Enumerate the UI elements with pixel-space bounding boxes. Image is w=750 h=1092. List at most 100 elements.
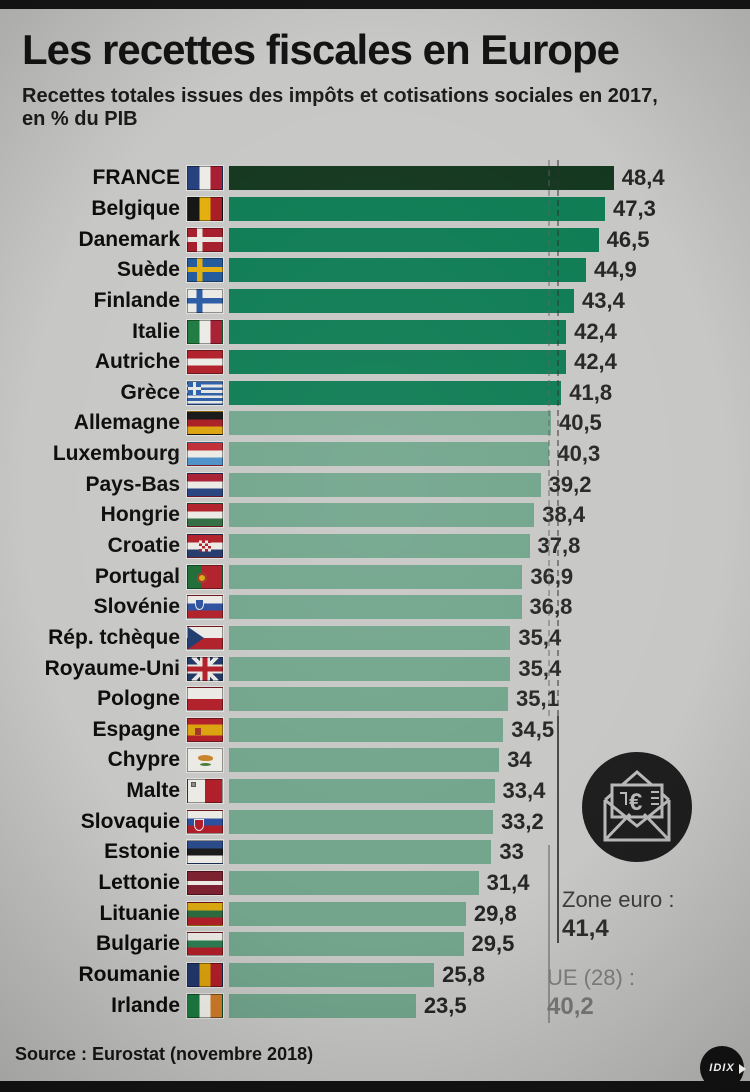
country-label: Finlande — [93, 288, 180, 312]
value-label: 48,4 — [621, 165, 665, 191]
flag-estonie-icon — [187, 840, 223, 865]
chart-row: Espagne 34,5 — [0, 715, 750, 746]
country-label: Pologne — [97, 687, 180, 711]
bar — [229, 809, 493, 834]
chart-row: Bulgarie 29,5 — [0, 929, 750, 960]
chart-row: Estonie 33 — [0, 837, 750, 868]
subtitle-line-2: en % du PIB — [22, 108, 138, 130]
idix-logo: IDIX — [700, 1046, 746, 1090]
country-label: Roumanie — [78, 962, 180, 986]
flag-pologne-icon — [187, 687, 223, 712]
value-label: 40,3 — [557, 441, 601, 467]
flag-pays-bas-icon — [187, 472, 223, 497]
bar — [229, 350, 567, 375]
value-label: 36,9 — [530, 563, 574, 589]
ue28-annotation: UE (28) : 40,2 — [547, 965, 635, 1021]
page-subtitle: Recettes totales issues des impôts et co… — [22, 85, 722, 131]
flag-lettonie-icon — [187, 871, 223, 896]
chart-row: Finlande 43,4 — [0, 286, 750, 317]
country-label: Irlande — [111, 993, 180, 1017]
bar — [229, 748, 500, 773]
flag-finlande-icon — [187, 288, 223, 313]
country-label: Luxembourg — [52, 442, 180, 466]
ue28-refline-dashed — [547, 160, 550, 716]
chart-row: Malte 33,4 — [0, 776, 750, 807]
flag-france-icon — [187, 166, 223, 191]
bar — [229, 227, 599, 252]
bottom-border — [0, 1081, 750, 1092]
chart-row: Suède 44,9 — [0, 255, 750, 286]
bar-chart: FRANCE 48,4 Belgique 47,3 Danemark 46,5 Suède 4… — [0, 163, 750, 1021]
flag-tcheque-icon — [187, 625, 223, 650]
value-label: 36,8 — [529, 594, 573, 620]
country-label: Autriche — [94, 350, 180, 374]
country-label: Italie — [132, 319, 180, 343]
chart-row: Italie 42,4 — [0, 316, 750, 347]
ue28-label: UE (28) : — [547, 965, 636, 990]
bar — [229, 871, 479, 896]
top-border — [0, 0, 750, 9]
flag-bulgarie-icon — [187, 932, 223, 957]
flag-lituanie-icon — [187, 901, 223, 926]
value-label: 35,4 — [518, 624, 562, 650]
country-label: Bulgarie — [95, 932, 180, 956]
flag-chypre-icon — [187, 748, 223, 773]
flag-autriche-icon — [187, 350, 223, 375]
flag-belgique-icon — [187, 196, 223, 221]
page-title: Les recettes fiscales en Europe — [22, 26, 620, 73]
value-label: 33 — [499, 839, 524, 865]
country-label: Malte — [126, 779, 180, 803]
country-label: Lituanie — [99, 901, 180, 925]
chart-row: Pologne 35,1 — [0, 684, 750, 715]
country-label: Danemark — [78, 227, 180, 251]
bar — [229, 840, 492, 865]
value-label: 33,4 — [502, 778, 546, 804]
bar — [229, 380, 562, 405]
chart-row: Hongrie 38,4 — [0, 500, 750, 531]
value-label: 46,5 — [606, 226, 650, 252]
chart-row: Portugal 36,9 — [0, 561, 750, 592]
chart-row: Belgique 47,3 — [0, 194, 750, 225]
bar — [229, 503, 535, 528]
country-label: Rép. tchèque — [48, 625, 180, 649]
ue28-value: 40,2 — [547, 993, 594, 1020]
country-label: Croatie — [107, 534, 180, 557]
flag-croatie-icon — [187, 534, 223, 558]
chart-row: Danemark 46,5 — [0, 224, 750, 255]
chart-row: Chypre 34 — [0, 745, 750, 776]
flag-slovaquie-icon — [187, 809, 223, 834]
chart-row: Rép. tchèque 35,4 — [0, 623, 750, 654]
chart-row: Lituanie 29,8 — [0, 898, 750, 929]
bar — [229, 687, 509, 712]
flag-espagne-icon — [187, 717, 223, 742]
subtitle-line-1: Recettes totales issues des impôts et co… — [22, 85, 658, 107]
ue28-refline-solid — [547, 845, 550, 1023]
country-label: Portugal — [94, 564, 180, 588]
bar — [229, 656, 511, 681]
bar — [229, 258, 586, 283]
country-label: Estonie — [104, 840, 180, 864]
country-label: Lettonie — [98, 871, 180, 895]
flag-slovenie-icon — [187, 595, 223, 620]
bar — [229, 288, 575, 313]
value-label: 42,4 — [574, 349, 617, 375]
bar — [229, 472, 541, 497]
flag-hongrie-icon — [187, 503, 223, 528]
country-label: Suède — [116, 258, 180, 282]
bar — [229, 534, 530, 558]
flag-portugal-icon — [187, 564, 223, 589]
country-label: Royaume-Uni — [44, 656, 180, 680]
country-label: Pays-Bas — [85, 472, 180, 496]
bar — [229, 625, 511, 650]
bar — [229, 595, 522, 620]
zone-euro-refline-dashed — [557, 160, 560, 716]
value-label: 43,4 — [582, 287, 625, 313]
country-label: Slovénie — [93, 595, 180, 619]
country-label: Hongrie — [100, 503, 180, 527]
bar — [229, 717, 504, 742]
zone-euro-refline-solid — [557, 716, 560, 943]
bar — [229, 993, 416, 1018]
bar — [229, 932, 464, 957]
value-label: 41,8 — [569, 379, 613, 405]
